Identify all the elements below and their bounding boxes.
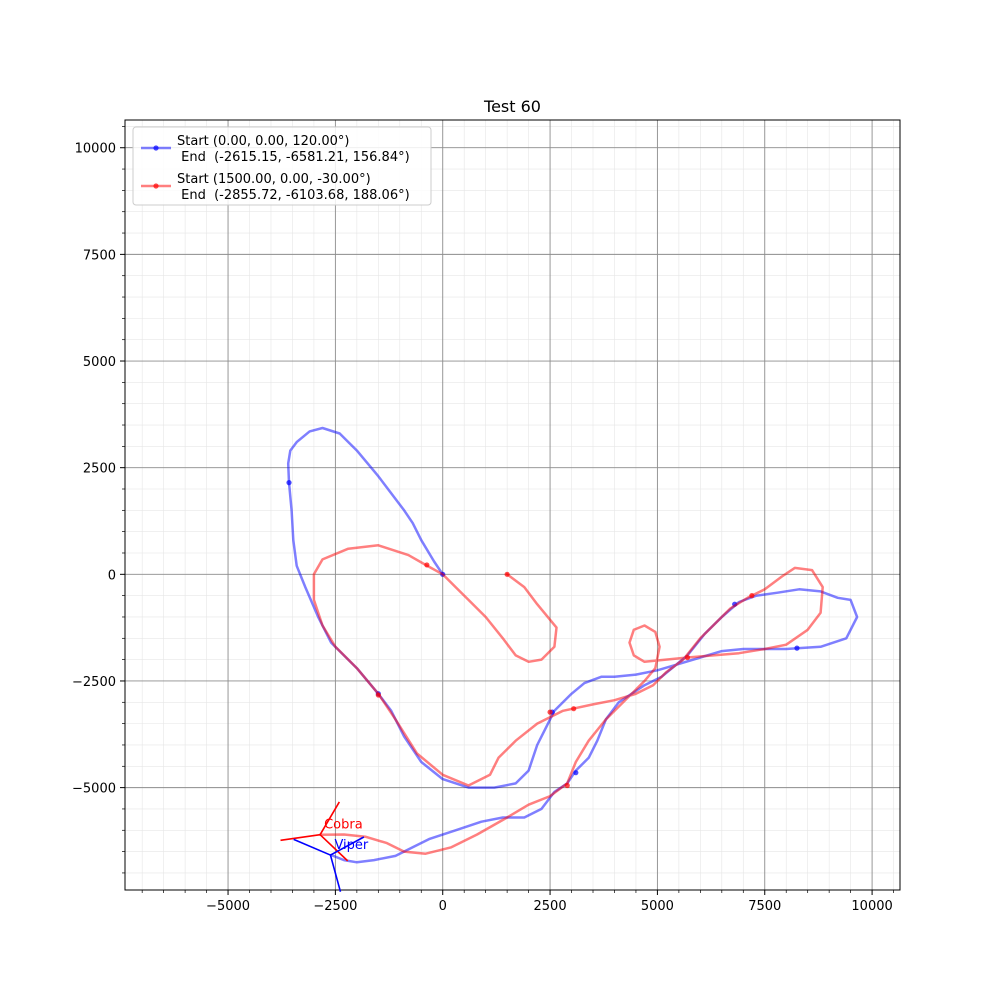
series-2-marker [564, 782, 570, 789]
y-tick-label: −2500 [72, 675, 116, 690]
legend-label-1: End (-2615.15, -6581.21, 156.84°) [177, 150, 410, 165]
series-2-marker [749, 593, 755, 599]
x-tick-label: 5000 [641, 899, 674, 914]
series-1-marker [286, 480, 292, 486]
x-tick-label: 0 [439, 899, 447, 914]
cobra-label: Cobra [324, 818, 363, 833]
x-tick-label: 7500 [748, 899, 781, 914]
series-2-marker [547, 709, 553, 715]
series-2-marker [571, 706, 577, 712]
y-tick-label: −5000 [72, 782, 116, 797]
series-layer [286, 426, 859, 864]
legend-label-1: Start (0.00, 0.00, 120.00°) [177, 134, 349, 149]
viper-wing-ray [330, 836, 365, 856]
annotation-layer: Cobra Viper [280, 801, 369, 892]
axes: −5000 −2500 0 2500 5000 7500 10000 −5000 −2500 0 2… [72, 119, 901, 914]
x-tick-label: −5000 [206, 899, 250, 914]
cobra-heading-ray [280, 833, 321, 842]
minor-grid [125, 120, 900, 890]
y-tick-label: 2500 [83, 462, 116, 477]
series-1-marker [573, 770, 579, 776]
legend-marker-2 [153, 183, 159, 189]
y-tick-label: 10000 [75, 142, 116, 157]
series-1-marker [794, 645, 800, 651]
series-line-1 [286, 426, 859, 864]
series-2-marker [684, 654, 691, 661]
x-tick-label: 10000 [851, 899, 892, 914]
x-tick-label: −2500 [313, 899, 357, 914]
y-tick-label: 0 [108, 568, 116, 583]
cobra-wing-ray [319, 801, 341, 836]
y-tick-label: 5000 [83, 355, 116, 370]
major-grid [125, 120, 900, 890]
legend-marker-1 [153, 145, 159, 151]
legend-box [132, 126, 432, 206]
x-tick-label: 2500 [534, 899, 567, 914]
viper-heading-ray [293, 838, 331, 856]
legend-label-2: Start (1500.00, 0.00, -30.00°) [177, 172, 371, 187]
series-2-marker [424, 562, 430, 568]
y-tick-label: 7500 [83, 248, 116, 263]
series-2-marker [375, 692, 381, 698]
series-2-marker [504, 571, 510, 577]
viper-label: Viper [334, 838, 368, 853]
plot-frame [124, 119, 901, 891]
chart-title: Test 60 [483, 97, 541, 116]
series-line-2 [312, 544, 824, 855]
cobra-wing-ray [319, 834, 349, 862]
legend: Start (0.00, 0.00, 120.00°) End (-2615.1… [132, 126, 432, 206]
legend-label-2: End (-2855.72, -6103.68, 188.06°) [177, 188, 410, 203]
viper-wing-ray [329, 854, 342, 892]
